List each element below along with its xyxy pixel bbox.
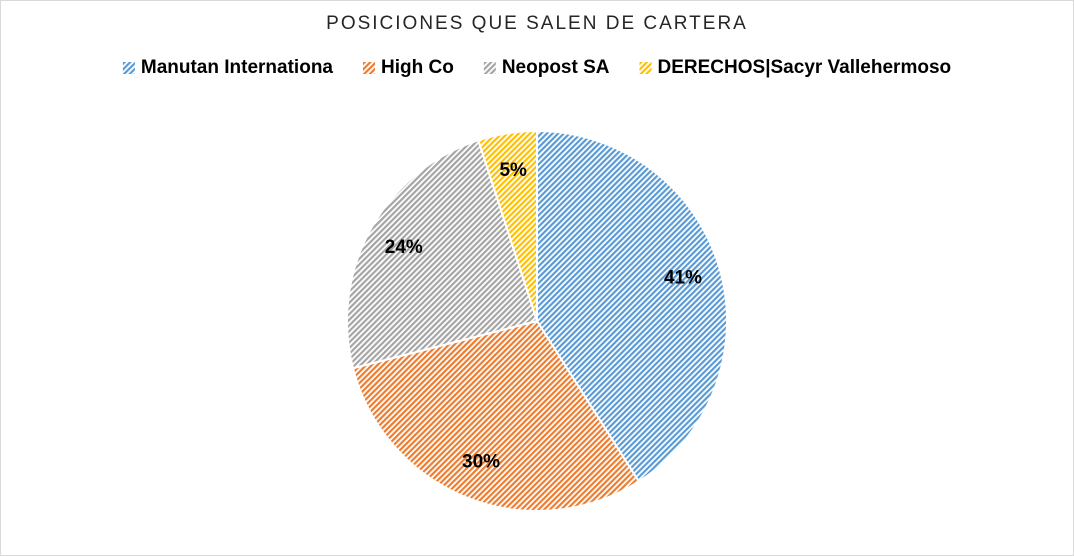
legend-swatch xyxy=(363,62,375,74)
chart-title: POSICIONES QUE SALEN DE CARTERA xyxy=(326,13,748,34)
legend-item: Neopost SA xyxy=(483,57,610,78)
legend-label: Manutan Internationa xyxy=(141,57,334,78)
data-label: 30% xyxy=(462,451,500,472)
legend-item: DERECHOS|Sacyr Vallehermoso xyxy=(639,57,952,78)
legend-swatch xyxy=(483,62,496,74)
pie-slice xyxy=(536,129,728,483)
data-label: 5% xyxy=(499,160,527,181)
legend-swatch xyxy=(122,62,135,74)
legend-swatch xyxy=(639,62,652,74)
legend: Manutan Internationa High Co Neopost SA DER… xyxy=(122,57,952,78)
legend-label: DERECHOS|Sacyr Vallehermoso xyxy=(658,57,952,78)
data-label: 41% xyxy=(664,268,702,289)
data-label: 24% xyxy=(385,237,423,258)
pie-slice xyxy=(351,319,641,512)
legend-label: High Co xyxy=(381,57,454,78)
legend-label: Neopost SA xyxy=(502,57,610,78)
pie-slice xyxy=(477,129,538,322)
pie-slice xyxy=(346,139,539,370)
legend-item: High Co xyxy=(363,57,454,78)
legend-item: Manutan Internationa xyxy=(122,57,334,78)
